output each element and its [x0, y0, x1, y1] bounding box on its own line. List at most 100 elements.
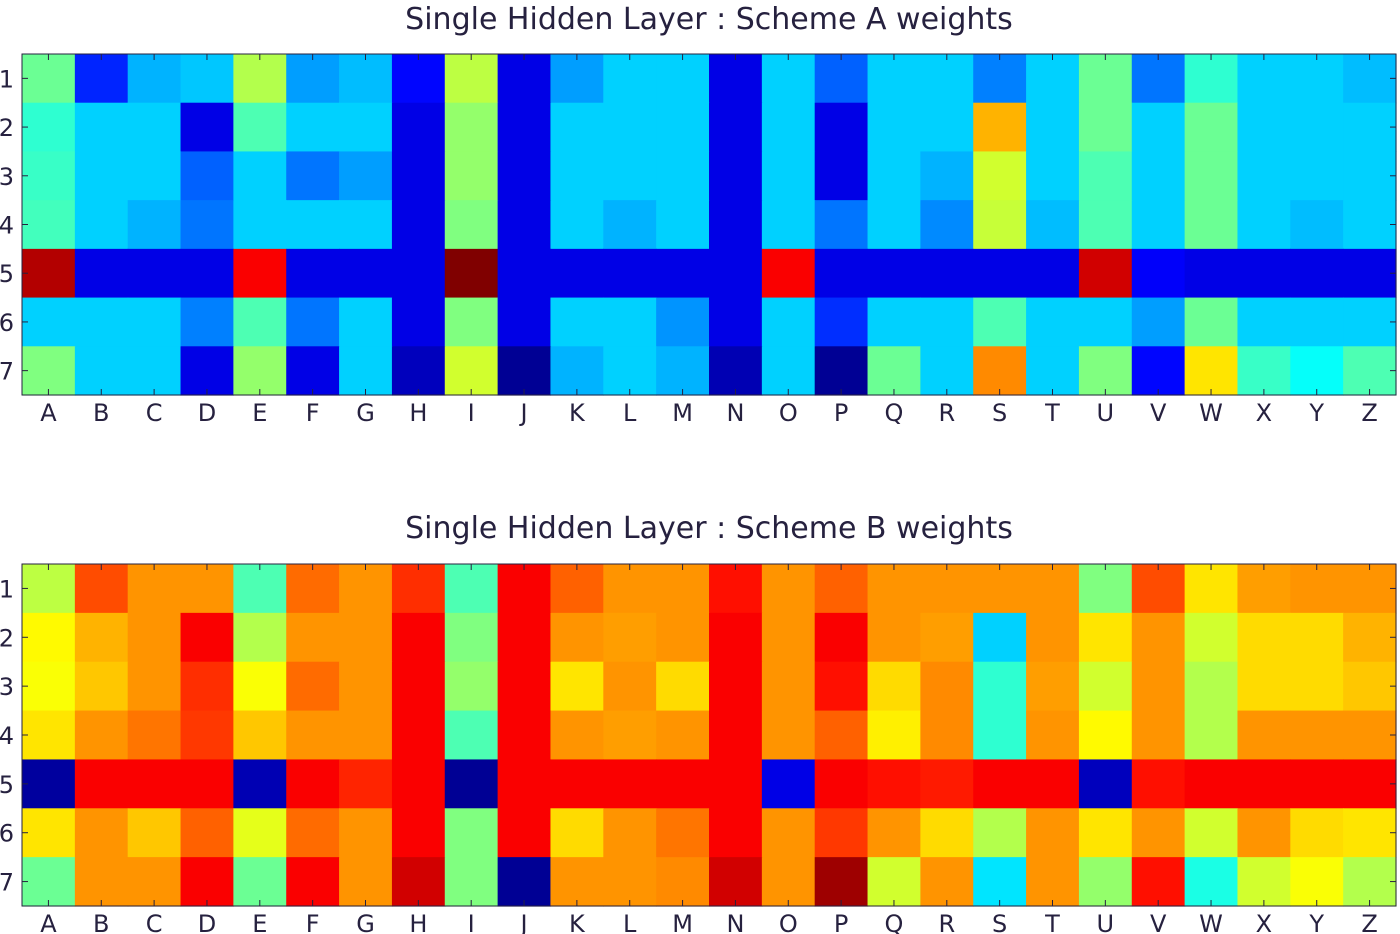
scheme-a-cell-3-F	[286, 151, 340, 201]
scheme-a-x-tick-label: L	[623, 399, 637, 427]
scheme-a-cell-5-B	[74, 248, 129, 299]
scheme-a-cell-3-P	[814, 151, 869, 201]
scheme-b-cell-4-D	[180, 710, 234, 761]
scheme-a-cell-3-Q	[867, 151, 921, 201]
scheme-a-cell-7-F	[286, 346, 340, 396]
scheme-b-cell-2-G	[339, 612, 393, 663]
scheme-b-cell-6-J	[497, 808, 552, 858]
scheme-b-x-tick-label: D	[198, 910, 216, 934]
scheme-a-x-tick-label: Y	[1308, 399, 1324, 427]
scheme-b-cell-4-G	[339, 710, 393, 761]
scheme-a-cell-4-I	[444, 200, 499, 250]
scheme-a-cell-4-V	[1131, 200, 1186, 250]
scheme-b-cell-1-I	[444, 564, 499, 614]
scheme-a-cell-6-R	[920, 297, 974, 347]
scheme-a-cell-5-K	[550, 248, 604, 299]
scheme-a-cell-2-N	[709, 102, 763, 153]
scheme-b-cell-5-N	[709, 759, 763, 809]
scheme-a-cell-5-I	[444, 248, 499, 299]
scheme-b-x-tick-label: S	[992, 910, 1007, 934]
scheme-b-cell-6-O	[761, 808, 816, 858]
scheme-b-cell-3-K	[550, 661, 604, 712]
scheme-a-cell-5-J	[497, 248, 552, 299]
scheme-b-cell-2-D	[180, 612, 234, 663]
scheme-b-cell-7-D	[180, 857, 234, 907]
scheme-b-cell-5-D	[180, 759, 234, 809]
scheme-b-cell-5-T	[1026, 759, 1080, 809]
scheme-a-cell-6-W	[1184, 297, 1239, 347]
scheme-b-cell-5-G	[339, 759, 393, 809]
scheme-a-cell-2-W	[1184, 102, 1239, 153]
scheme-a-cell-1-U	[1078, 54, 1133, 104]
scheme-a-cell-4-N	[709, 200, 763, 250]
scheme-b-cell-3-V	[1131, 661, 1186, 712]
scheme-b-cell-4-H	[391, 710, 446, 761]
scheme-a-cell-1-A	[22, 54, 76, 104]
scheme-b-cell-1-Q	[867, 564, 921, 614]
scheme-b-x-tick-label: K	[569, 910, 586, 934]
scheme-a-x-tick-label: A	[40, 399, 57, 427]
scheme-b-cell-7-X	[1237, 857, 1291, 907]
scheme-a-x-tick-label: J	[519, 399, 528, 427]
scheme-b-cell-7-L	[603, 857, 657, 907]
scheme-a-cell-5-U	[1078, 248, 1133, 299]
scheme-a-cell-1-W	[1184, 54, 1239, 104]
scheme-b-cell-7-F	[286, 857, 340, 907]
scheme-b-x-tick-label: Y	[1308, 910, 1324, 934]
scheme-b-cell-6-A	[22, 808, 76, 858]
scheme-b-cell-7-K	[550, 857, 604, 907]
scheme-b-cell-2-V	[1131, 612, 1186, 663]
scheme-a-cell-7-J	[497, 346, 552, 396]
scheme-b-x-tick-label: Q	[885, 910, 904, 934]
scheme-b-cell-4-F	[286, 710, 340, 761]
scheme-a-cell-3-I	[444, 151, 499, 201]
scheme-b-cell-1-G	[339, 564, 393, 614]
scheme-a-cell-5-C	[127, 248, 182, 299]
scheme-b-cell-5-A	[22, 759, 76, 809]
scheme-b-cell-1-T	[1026, 564, 1080, 614]
scheme-a-cell-2-C	[127, 102, 182, 153]
scheme-b-cell-3-R	[920, 661, 974, 712]
scheme-b-cell-3-Y	[1290, 661, 1344, 712]
scheme-b-y-tick-label: 4	[0, 722, 14, 750]
scheme-a-y-tick-label: 4	[0, 212, 14, 240]
scheme-a-cell-4-R	[920, 200, 974, 250]
scheme-b-cell-4-S	[973, 710, 1027, 761]
scheme-b-cell-1-W	[1184, 564, 1239, 614]
scheme-b-cell-2-T	[1026, 612, 1080, 663]
scheme-a-y-tick-label: 6	[0, 309, 14, 337]
scheme-a-cell-5-E	[233, 248, 287, 299]
scheme-b-x-tick-label: T	[1044, 910, 1060, 934]
scheme-a-x-tick-label: B	[93, 399, 109, 427]
scheme-b-cell-3-S	[973, 661, 1027, 712]
scheme-a-cell-1-L	[603, 54, 657, 104]
scheme-a-cell-4-O	[761, 200, 816, 250]
scheme-a-cell-2-P	[814, 102, 869, 153]
scheme-b-cell-5-W	[1184, 759, 1239, 809]
scheme-b-cell-7-V	[1131, 857, 1186, 907]
scheme-a-cell-4-C	[127, 200, 182, 250]
scheme-b-x-tick-label: H	[409, 910, 427, 934]
scheme-a-cell-4-H	[391, 200, 446, 250]
scheme-b-cell-6-S	[973, 808, 1027, 858]
scheme-a-cell-6-P	[814, 297, 869, 347]
scheme-a-cell-4-D	[180, 200, 234, 250]
scheme-a-cell-3-X	[1237, 151, 1291, 201]
scheme-b-x-tick-label: C	[146, 910, 163, 934]
scheme-a-cell-5-L	[603, 248, 657, 299]
scheme-a-cell-7-A	[22, 346, 76, 396]
scheme-b-x-ticks: A B C D E F G H I J K L M N O P Q R S T U V W X Y Z	[40, 564, 1378, 934]
scheme-a-x-tick-label: N	[726, 399, 744, 427]
scheme-b-cell-7-H	[391, 857, 446, 907]
scheme-a-cell-2-Z	[1343, 102, 1397, 153]
scheme-a-cell-4-G	[339, 200, 393, 250]
scheme-b-cell-1-A	[22, 564, 76, 614]
scheme-b-cell-5-R	[920, 759, 974, 809]
scheme-a-cell-7-U	[1078, 346, 1133, 396]
scheme-a-cell-7-R	[920, 346, 974, 396]
scheme-b-y-tick-label: 1	[0, 575, 14, 603]
scheme-b-cell-3-W	[1184, 661, 1239, 712]
scheme-a-cell-2-T	[1026, 102, 1080, 153]
scheme-a-cell-1-H	[391, 54, 446, 104]
